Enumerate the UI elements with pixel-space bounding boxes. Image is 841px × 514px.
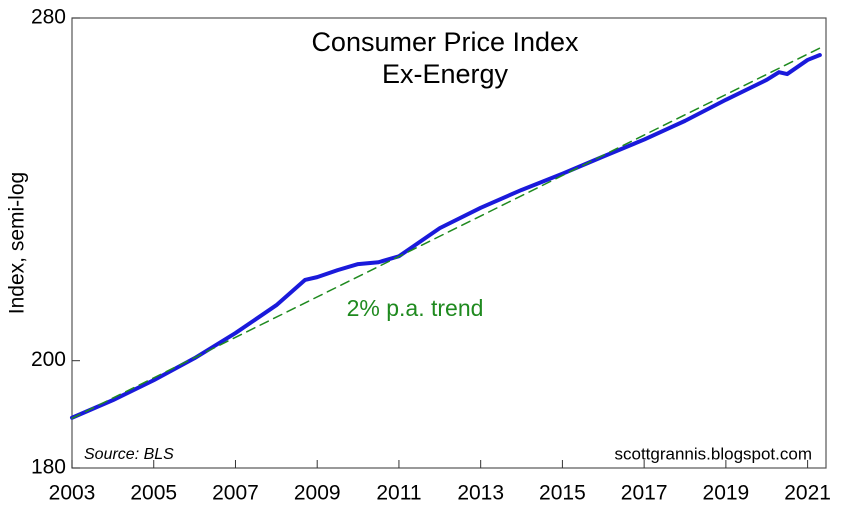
x-tick-label: 2021 (784, 482, 831, 505)
series-line (70, 53, 822, 420)
y-axis-label: Index, semi-log (6, 172, 29, 314)
x-tick-label: 2007 (212, 482, 259, 505)
chart-title: Consumer Price Index (311, 27, 579, 57)
annotation: 2% p.a. trend (347, 295, 484, 321)
source-note: Source: BLS (84, 446, 174, 463)
series-line (71, 45, 825, 420)
x-tick-label: 2005 (130, 482, 177, 505)
x-tick-label: 2011 (376, 482, 421, 505)
x-tick-label: 2003 (49, 482, 96, 505)
x-tick-label: 2017 (621, 482, 668, 505)
chart-subtitle: Ex-Energy (382, 59, 509, 89)
plot-frame (71, 17, 827, 469)
x-tick-label: 2015 (539, 482, 586, 505)
x-tick-label: 2013 (457, 482, 504, 505)
credit-note: scottgrannis.blogspot.com (615, 444, 813, 463)
y-tick-label: 280 (31, 6, 66, 29)
x-tick-label: 2019 (703, 482, 750, 505)
y-tick-label: 200 (31, 348, 66, 371)
y-tick-label: 180 (31, 456, 66, 479)
x-tick-label: 2009 (294, 482, 341, 505)
